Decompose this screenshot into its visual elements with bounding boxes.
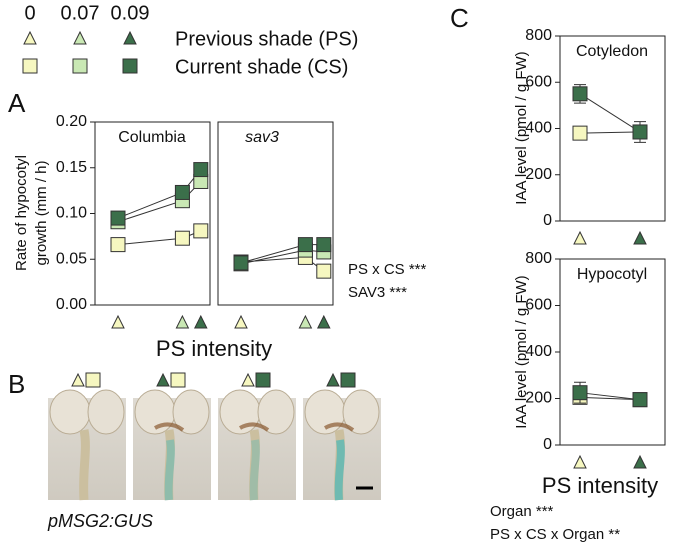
y-tick-label: 0 [543, 212, 552, 229]
y-tick-label: 200 [525, 390, 552, 407]
plot-frame [217, 121, 334, 306]
data-point [632, 124, 648, 140]
data-point [110, 237, 126, 253]
y-axis-label: IAA level (pmol / g FW) [513, 51, 530, 204]
y-tick-label: 800 [525, 250, 552, 267]
x-tick-marker [111, 314, 125, 329]
x-tick-marker [234, 314, 248, 329]
gus-stain [164, 439, 175, 501]
legend-square [72, 58, 88, 74]
x-tick-marker [298, 314, 313, 329]
apex [154, 422, 185, 432]
cotyledon [257, 389, 295, 435]
annotation: PS x CS x Organ ** [490, 526, 620, 543]
condition-icon [170, 372, 186, 388]
x-tick-marker [633, 230, 647, 245]
condition-icon [71, 372, 85, 387]
panel-letter: A [8, 88, 26, 118]
data-point [193, 162, 209, 178]
x-tick-marker [175, 314, 190, 329]
data-point [297, 237, 313, 253]
y-tick-label: 0.00 [56, 296, 87, 313]
plot-title: sav3 [245, 129, 279, 146]
legend-label: Previous shade (PS) [175, 28, 358, 50]
data-point [632, 392, 648, 408]
y-axis-label: Rate of hypocotyl [13, 155, 30, 271]
series-line [579, 93, 641, 133]
cotyledon [342, 389, 380, 435]
y-tick-label: 200 [525, 166, 552, 183]
y-tick-label: 400 [525, 120, 552, 137]
condition-icon [241, 372, 255, 387]
legend-level: 0 [24, 2, 35, 24]
y-tick-label: 800 [525, 27, 552, 44]
condition-icon [326, 372, 340, 387]
x-tick-marker [633, 454, 647, 469]
condition-icon [85, 372, 101, 388]
apex [324, 422, 355, 432]
y-tick-label: 0.20 [56, 113, 87, 130]
data-point [572, 86, 588, 102]
data-point [572, 125, 588, 141]
series-line [579, 396, 641, 401]
x-axis-label: PS intensity [542, 473, 658, 498]
data-point [110, 210, 126, 226]
y-tick-label: 0 [543, 436, 552, 453]
x-tick-marker [573, 230, 587, 245]
data-point [316, 263, 332, 279]
y-tick-label: 0.15 [56, 159, 87, 176]
annotation: Organ *** [490, 503, 554, 520]
legend-triangle [23, 30, 37, 45]
data-point [572, 385, 588, 401]
series-line [579, 392, 641, 401]
caption: pMSG2:GUS [47, 511, 153, 531]
gus-stain [334, 439, 345, 501]
annotation: SAV3 *** [348, 284, 407, 301]
hypocotyl [249, 429, 260, 501]
panel-letter: C [450, 3, 469, 33]
cotyledon [87, 389, 125, 435]
x-tick-marker [573, 454, 587, 469]
legend-triangle [73, 30, 87, 45]
cotyledon [49, 389, 91, 435]
apex [239, 422, 270, 432]
x-tick-marker [316, 314, 331, 329]
legend-square [22, 58, 38, 74]
plot-title: Cotyledon [576, 43, 648, 60]
hypocotyl [79, 429, 90, 501]
y-tick-label: 400 [525, 343, 552, 360]
condition-icon [156, 372, 170, 387]
plot-title: Hypocotyl [577, 266, 647, 283]
y-tick-label: 0.10 [56, 205, 87, 222]
legend-label: Current shade (CS) [175, 56, 348, 78]
legend-level: 0.09 [111, 2, 150, 24]
data-point [233, 255, 249, 271]
plot-title: Columbia [118, 129, 186, 146]
y-tick-label: 600 [525, 73, 552, 90]
cotyledon [172, 389, 210, 435]
series-line [579, 131, 641, 134]
y-axis-label: growth (mm / h) [33, 160, 50, 265]
data-point [174, 184, 190, 200]
data-point [174, 230, 190, 246]
x-axis-label: PS intensity [156, 336, 272, 361]
data-point [316, 237, 332, 253]
legend-triangle [123, 30, 137, 45]
x-tick-marker [193, 314, 208, 329]
legend-level: 0.07 [61, 2, 100, 24]
annotation: PS x CS *** [348, 261, 427, 278]
condition-icon [255, 372, 271, 388]
legend-square [122, 58, 138, 74]
y-tick-label: 600 [525, 297, 552, 314]
y-tick-label: 0.05 [56, 250, 87, 267]
y-axis-label: IAA level (pmol / g FW) [513, 275, 530, 428]
panel-letter: B [8, 369, 25, 399]
gus-stain [249, 439, 260, 501]
condition-icon [340, 372, 356, 388]
data-point [193, 223, 209, 239]
plot-frame [559, 258, 666, 446]
